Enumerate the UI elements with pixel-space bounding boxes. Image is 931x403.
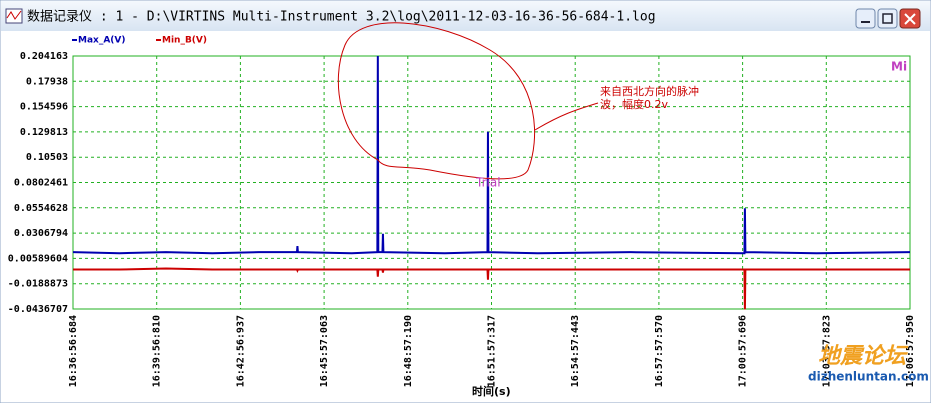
mi-label: Mi <box>891 60 907 74</box>
y-tick-label: 0.17938 <box>26 76 68 87</box>
x-tick-label: 17:03:57:823 <box>821 315 832 387</box>
series-line <box>73 267 910 310</box>
maximize-icon <box>882 13 893 24</box>
series-line <box>72 55 911 255</box>
watermark-logo: 地震论坛 <box>818 344 909 369</box>
hand-drawn-circle <box>337 22 536 180</box>
app-icon <box>5 8 23 24</box>
title-bar <box>1 1 930 31</box>
x-tick-label: 16:45:57:063 <box>319 315 330 387</box>
y-tick-label: 0.10503 <box>26 152 68 163</box>
y-tick-label: 0.00589604 <box>8 253 68 264</box>
trial-label: Trial <box>475 176 501 190</box>
y-tick-label: -0.0188873 <box>8 279 68 290</box>
x-tick-label: 16:48:57:190 <box>403 315 414 387</box>
y-tick-label: -0.0436707 <box>8 304 68 315</box>
x-tick-label: 17:06:57:950 <box>905 315 916 387</box>
hand-drawn-arrow <box>534 102 599 131</box>
x-tick-label: 16:57:57:570 <box>654 315 665 387</box>
watermark-url: dizhenluntan.com <box>808 370 929 384</box>
x-axis-label: 时间(s) <box>472 384 511 398</box>
note-line: 波，幅度0.2v <box>600 97 668 111</box>
x-tick-label: 16:54:57:443 <box>570 315 581 387</box>
y-tick-label: 0.0306794 <box>14 228 68 239</box>
close-icon <box>904 13 916 25</box>
x-tick-label: 16:51:57:317 <box>487 315 498 387</box>
legend-label: Max_A(V) <box>78 36 126 46</box>
y-tick-label: 0.129813 <box>20 127 68 138</box>
maximize-button[interactable] <box>877 8 898 29</box>
legend-label: Min_B(V) <box>162 36 207 46</box>
x-tick-label: 17:00:57:696 <box>738 315 749 387</box>
minimize-button[interactable] <box>855 8 876 29</box>
note-line: 来自西北方向的脉冲 <box>600 84 699 98</box>
y-tick-label: 0.204163 <box>20 51 68 62</box>
y-tick-label: 0.0554628 <box>14 203 68 214</box>
chart: 0.204163 0.17938 0.154596 0.129813 0.10503 0.… <box>8 36 916 388</box>
x-tick-label: 16:39:56:810 <box>152 315 163 387</box>
x-tick-label: 16:36:56:684 <box>68 315 79 387</box>
x-tick-label: 16:42:56:937 <box>235 315 246 387</box>
y-tick-label: 0.0802461 <box>14 178 68 189</box>
y-tick-label: 0.154596 <box>20 102 68 113</box>
window-title: 数据记录仪 : 1 - D:\VIRTINS Multi-Instrument … <box>27 10 656 25</box>
